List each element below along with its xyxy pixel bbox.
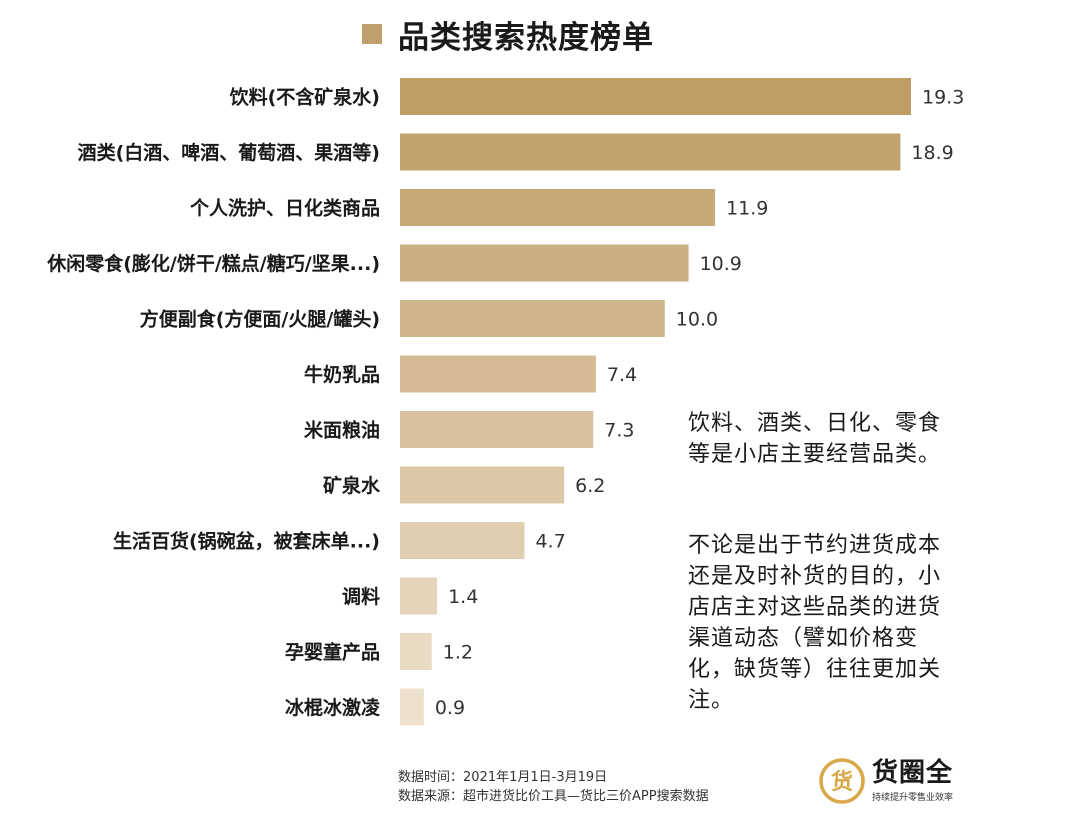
value-label: 18.9 (911, 142, 953, 164)
brand-logo: 货 货圈全 持续提升零售业效率 (818, 757, 953, 805)
value-label: 11.9 (726, 198, 768, 220)
value-label: 6.2 (575, 475, 605, 497)
bar (400, 300, 665, 337)
category-label: 生活百货(锅碗盆，被套床单...) (113, 530, 380, 553)
value-label: 1.2 (443, 642, 473, 664)
category-label: 酒类(白酒、啤酒、葡萄酒、果酒等) (78, 141, 380, 164)
title-square-icon (362, 24, 382, 44)
source-origin: 数据来源：超市进货比价工具—货比三价APP搜索数据 (398, 789, 709, 804)
bar-chart: 饮料(不含矿泉水) 19.3 酒类(白酒、啤酒、葡萄酒、果酒等) 18.9 个人洗护、日… (46, 78, 964, 726)
source-date: 数据时间：2021年1月1日-3月19日 (398, 770, 608, 785)
value-label: 19.3 (922, 87, 964, 109)
logo-slogan: 持续提升零售业效率 (872, 793, 954, 803)
bar (400, 133, 901, 171)
note-paragraph-2: 不论是出于节约进货成本还是及时补货的目的，小店店主对这些品类的进货渠道动态（譬如… (688, 533, 942, 713)
bar (400, 355, 596, 393)
note-paragraph-1: 饮料、酒类、日化、零食等是小店主要经营品类。 (688, 411, 942, 467)
logo-mark-char: 货 (831, 769, 853, 795)
value-label: 7.3 (604, 420, 634, 442)
value-label: 1.4 (448, 586, 478, 608)
value-label: 0.9 (435, 697, 465, 719)
bar (400, 688, 424, 726)
chart-title-block: 品类搜索热度榜单 (362, 12, 654, 56)
value-label: 4.7 (535, 531, 565, 553)
bar (400, 244, 689, 282)
bar (400, 411, 594, 448)
chart-title: 品类搜索热度榜单 (398, 19, 654, 56)
category-label: 调料 (342, 585, 380, 608)
bar (400, 78, 911, 115)
value-label: 10.9 (700, 253, 742, 275)
bar (400, 633, 432, 670)
category-label: 方便副食(方便面/火腿/罐头) (140, 308, 380, 331)
category-label: 米面粮油 (304, 419, 380, 442)
category-label: 冰棍冰激凌 (285, 696, 381, 719)
category-label: 孕婴童产品 (285, 641, 380, 664)
category-label: 休闲零食(膨化/饼干/糕点/糖巧/坚果...) (46, 252, 380, 275)
bar (400, 466, 565, 504)
bar (400, 577, 438, 615)
logo-text-block: 货圈全 持续提升零售业效率 (872, 759, 953, 803)
category-label: 饮料(不含矿泉水) (229, 86, 380, 109)
value-label: 10.0 (676, 309, 718, 331)
bar (400, 189, 716, 226)
category-label: 个人洗护、日化类商品 (189, 197, 380, 220)
value-label: 7.4 (607, 364, 637, 386)
logo-mark-icon: 货 (819, 758, 865, 804)
category-label: 牛奶乳品 (304, 363, 380, 386)
logo-name: 货圈全 (872, 758, 954, 788)
bar (400, 522, 525, 559)
category-label: 矿泉水 (323, 474, 381, 497)
